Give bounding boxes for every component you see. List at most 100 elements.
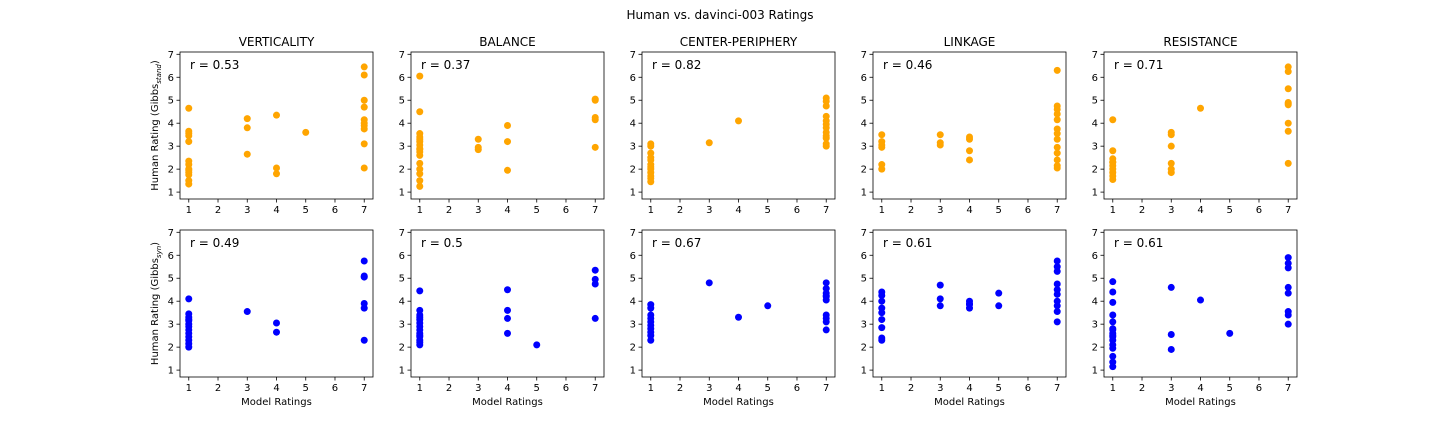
- x-axis-label: Model Ratings: [472, 397, 543, 408]
- subplot-3: 1 2 3 4 5 6 7 1 2 3 4 5 6 7 r = 0.82 CENTER-PERIPHERY: [630, 35, 836, 216]
- data-point: [302, 128, 310, 136]
- subplot-title: VERTICALITY: [239, 35, 315, 49]
- data-point: [416, 72, 424, 80]
- data-point: [822, 134, 830, 142]
- data-point: [822, 291, 830, 299]
- data-point: [504, 286, 511, 294]
- data-point: [1226, 329, 1234, 337]
- x-tick-label: 6: [1256, 205, 1262, 216]
- y-tick-label: 7: [861, 228, 867, 239]
- x-tick-label: 7: [592, 383, 598, 394]
- data-point: [764, 302, 772, 310]
- y-axis-label: Human Rating (Gibbsstand): [150, 60, 163, 191]
- y-tick-label: 3: [630, 320, 636, 331]
- data-point: [591, 314, 599, 322]
- y-tick-label: 4: [630, 119, 636, 130]
- data-point: [1167, 331, 1175, 339]
- data-point: [1284, 283, 1292, 291]
- y-tick-label: 4: [399, 297, 405, 308]
- x-tick-label: 3: [937, 383, 943, 394]
- y-tick-label: 5: [861, 96, 867, 107]
- data-point: [647, 178, 655, 186]
- x-tick-label: 5: [303, 383, 309, 394]
- correlation-label: r = 0.5: [421, 236, 463, 250]
- data-point: [1167, 283, 1175, 291]
- data-point: [273, 319, 280, 327]
- axes-frame: [410, 229, 605, 378]
- data-point: [416, 341, 424, 349]
- data-point: [1284, 254, 1292, 262]
- x-tick-label: 1: [1110, 205, 1116, 216]
- x-tick-label: 2: [908, 205, 914, 216]
- data-point: [416, 159, 424, 167]
- x-tick-label: 7: [361, 205, 367, 216]
- x-tick-label: 1: [879, 205, 885, 216]
- data-point: [936, 281, 944, 289]
- x-tick-label: 7: [823, 205, 829, 216]
- data-point: [591, 143, 599, 151]
- subplot-6: 1 2 3 4 5 6 7 1 2 3 4 5 6 7 r = 0.49 Model Ratings Human…: [150, 228, 374, 408]
- data-point: [878, 309, 886, 317]
- x-tick-label: 1: [417, 383, 423, 394]
- data-point: [1053, 66, 1061, 74]
- y-tick-label: 1: [630, 188, 636, 199]
- data-point: [1053, 164, 1061, 172]
- data-point: [966, 156, 973, 164]
- y-tick-label: 2: [168, 165, 174, 176]
- data-point: [1053, 130, 1061, 138]
- y-tick-label: 1: [861, 188, 867, 199]
- y-tick-label: 4: [861, 297, 867, 308]
- data-point: [504, 166, 511, 174]
- x-tick-label: 2: [446, 205, 452, 216]
- data-point: [273, 170, 280, 178]
- correlation-label: r = 0.67: [652, 236, 701, 250]
- axes-frame: [179, 229, 374, 378]
- data-point: [735, 313, 742, 321]
- y-tick-label: 5: [399, 96, 405, 107]
- data-point: [1109, 332, 1117, 340]
- data-point: [1053, 308, 1061, 316]
- y-tick-label: 6: [861, 73, 867, 84]
- correlation-label: r = 0.46: [883, 58, 932, 72]
- data-point: [822, 102, 830, 110]
- data-point: [533, 341, 541, 349]
- data-point: [936, 131, 944, 139]
- x-tick-label: 5: [1227, 205, 1233, 216]
- data-point: [185, 316, 193, 324]
- data-point: [591, 280, 599, 288]
- data-point: [878, 131, 886, 139]
- subplot-title: LINKAGE: [944, 35, 996, 49]
- data-point: [474, 146, 482, 154]
- subplot-2: 1 2 3 4 5 6 7 1 2 3 4 5 6 7 r = 0.37 BALANCE: [399, 35, 605, 216]
- data-point: [1197, 104, 1204, 112]
- x-tick-label: 7: [592, 205, 598, 216]
- x-tick-label: 3: [937, 205, 943, 216]
- y-tick-label: 6: [1092, 251, 1098, 262]
- data-point: [647, 336, 655, 344]
- y-tick-label: 5: [168, 96, 174, 107]
- y-tick-label: 4: [861, 119, 867, 130]
- data-point: [1284, 159, 1292, 167]
- data-point: [273, 164, 280, 172]
- y-tick-label: 7: [630, 50, 636, 61]
- x-tick-label: 5: [303, 205, 309, 216]
- data-point: [878, 297, 886, 305]
- y-tick-label: 3: [399, 320, 405, 331]
- data-point: [504, 329, 511, 337]
- x-tick-label: 2: [677, 383, 683, 394]
- axes-frame: [872, 51, 1067, 200]
- data-point: [1284, 100, 1292, 108]
- data-point: [360, 164, 368, 172]
- x-tick-label: 3: [706, 205, 712, 216]
- data-point: [1109, 363, 1117, 371]
- x-tick-label: 2: [446, 383, 452, 394]
- data-point: [243, 150, 251, 158]
- data-point: [504, 138, 511, 146]
- y-tick-label: 1: [1092, 366, 1098, 377]
- y-tick-label: 6: [168, 73, 174, 84]
- data-point: [591, 266, 599, 274]
- x-tick-label: 2: [1139, 383, 1145, 394]
- data-point: [273, 111, 280, 119]
- data-point: [1109, 298, 1117, 306]
- x-tick-label: 4: [735, 383, 741, 394]
